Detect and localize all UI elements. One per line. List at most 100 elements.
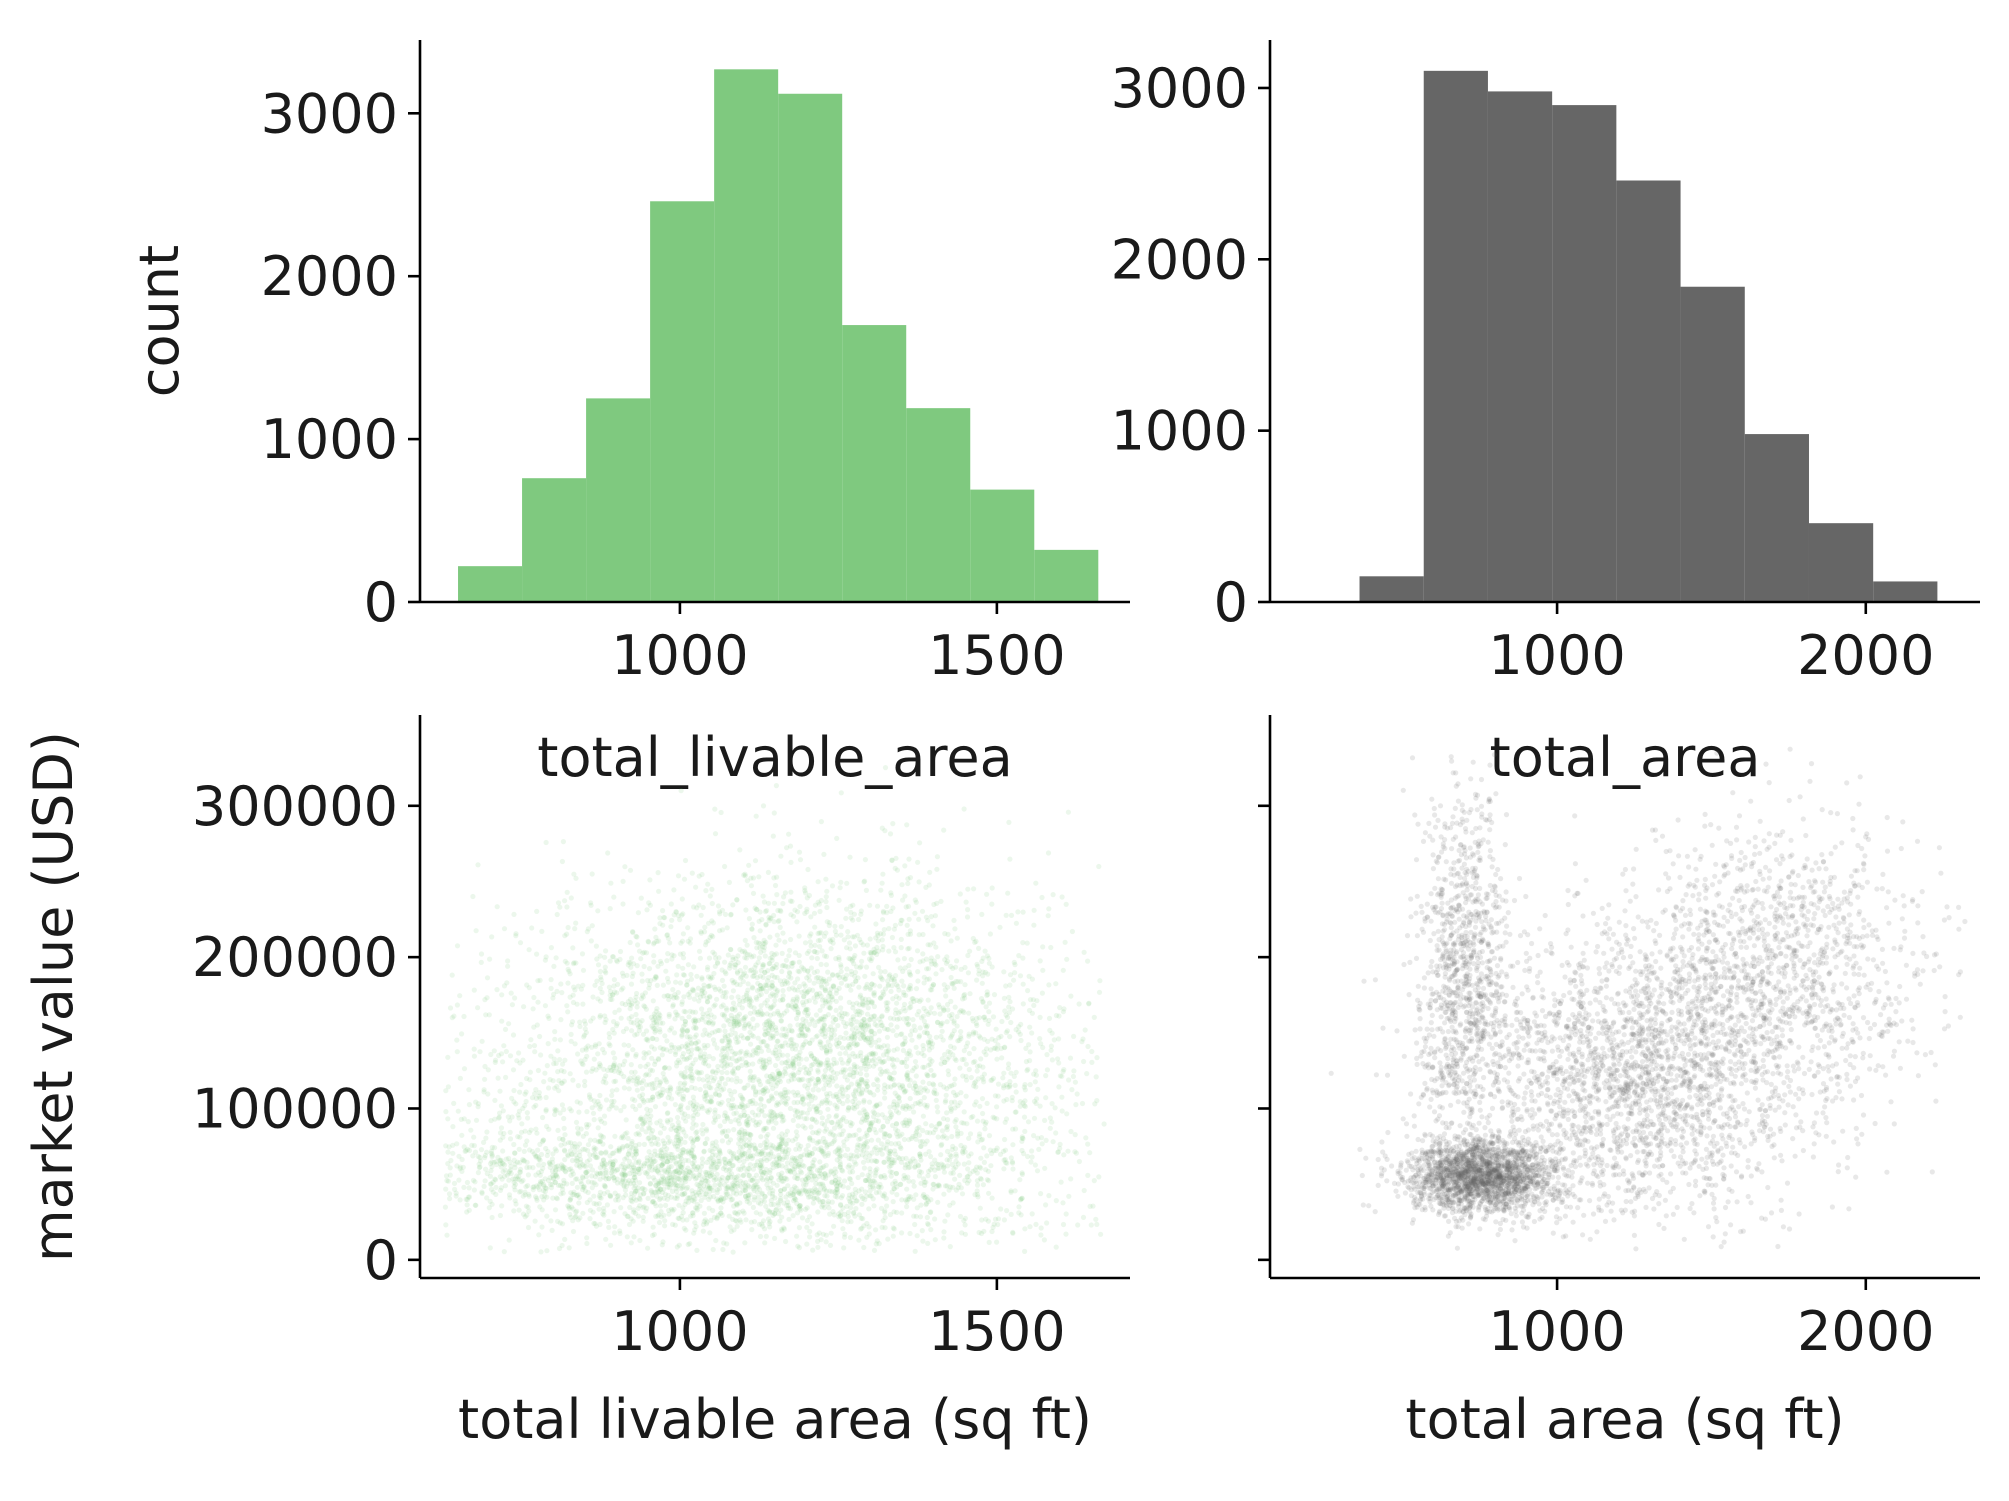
scatter-point — [595, 996, 601, 1002]
scatter-point — [628, 1240, 634, 1246]
scatter-point — [681, 876, 688, 882]
scatter-point — [855, 1028, 861, 1035]
scatter-point — [880, 917, 886, 923]
scatter-point — [879, 1112, 885, 1118]
scatter-point — [749, 921, 755, 927]
scatter-point — [793, 1129, 800, 1135]
scatter-point — [763, 1233, 769, 1239]
scatter-point — [679, 912, 685, 918]
scatter-point — [955, 1038, 961, 1044]
scatter-point — [783, 1141, 790, 1147]
scatter-point — [850, 902, 856, 908]
scatter-point — [571, 984, 577, 990]
scatter-point — [852, 943, 859, 949]
scatter-point — [887, 1109, 893, 1115]
scatter-point — [616, 1147, 622, 1153]
scatter-point — [879, 1069, 885, 1075]
scatter-point — [905, 1070, 911, 1076]
scatter-point — [1031, 1002, 1037, 1009]
scatter-point — [1055, 1149, 1061, 1155]
scatter-point — [790, 1138, 796, 1144]
scatter-point — [925, 1073, 931, 1079]
scatter-point — [516, 1115, 522, 1121]
scatter-point — [1034, 1168, 1041, 1174]
scatter-point — [864, 1083, 870, 1089]
scatter-point — [742, 1151, 748, 1157]
scatter-point — [940, 1162, 946, 1168]
scatter-point — [884, 1034, 891, 1040]
scatter-point — [515, 1134, 521, 1140]
scatter-point — [733, 1201, 740, 1207]
scatter-point — [794, 1233, 800, 1239]
scatter-point — [955, 978, 961, 985]
scatter-point — [627, 867, 634, 873]
scatter-point — [872, 1021, 878, 1027]
scatter-point — [889, 857, 895, 863]
scatter-point — [822, 953, 828, 959]
scatter-point — [819, 1115, 825, 1121]
scatter-point — [817, 908, 823, 915]
scatter-point — [824, 1144, 830, 1150]
scatter-point — [943, 1124, 950, 1130]
scatter-point — [812, 1146, 818, 1152]
scatter-point — [798, 1099, 804, 1105]
scatter-point — [610, 1050, 616, 1056]
scatter-point — [935, 1109, 941, 1115]
scatter-point — [539, 928, 545, 935]
scatter-point — [770, 1076, 776, 1083]
scatter-point — [912, 1163, 918, 1169]
scatter-point — [656, 1185, 662, 1191]
scatter-point — [1056, 1013, 1062, 1019]
scatter-point — [1049, 1119, 1055, 1125]
scatter-point — [785, 1089, 792, 1095]
scatter-point — [850, 1016, 856, 1022]
scatter-point — [834, 1106, 840, 1112]
scatter-point — [720, 1045, 726, 1051]
scatter-point — [517, 1060, 523, 1066]
scatter-point — [930, 1081, 936, 1087]
scatter-point — [802, 1125, 808, 1131]
scatter-point — [591, 1117, 597, 1123]
scatter-point — [945, 958, 951, 964]
scatter-point — [928, 1227, 934, 1233]
scatter-point — [753, 1101, 759, 1107]
scatter-point — [690, 1094, 697, 1100]
scatter-point — [915, 1163, 922, 1169]
scatter-point — [822, 1128, 828, 1134]
scatter-point — [582, 1021, 589, 1027]
scatter-point — [1012, 970, 1018, 976]
scatter-point — [967, 1131, 974, 1137]
scatter-point — [530, 1187, 536, 1193]
scatter-point — [828, 1067, 835, 1073]
scatter-point — [975, 1194, 981, 1200]
scatter-point — [739, 1102, 746, 1108]
scatter-point — [648, 978, 654, 984]
scatter-point — [518, 1188, 524, 1194]
scatter-point — [884, 903, 890, 910]
scatter-point — [944, 1148, 951, 1154]
scatter-point — [820, 1003, 826, 1009]
scatter-point — [654, 1076, 660, 1083]
scatter-point — [815, 1069, 821, 1075]
scatter-point — [828, 946, 834, 952]
scatter-point — [1004, 1014, 1011, 1021]
scatter-point — [443, 1088, 449, 1094]
scatter-point — [825, 1079, 831, 1085]
scatter-point — [555, 1069, 561, 1075]
scatter-point — [1037, 1036, 1043, 1042]
scatter-point — [601, 1076, 607, 1082]
scatter-point — [855, 1153, 862, 1159]
scatter-point — [933, 1097, 939, 1103]
scatter-point — [549, 1227, 555, 1233]
scatter-point — [754, 1022, 760, 1028]
scatter-point — [786, 953, 792, 959]
scatter-point — [1074, 1091, 1080, 1097]
scatter-point — [706, 955, 713, 961]
scatter-point — [827, 1004, 833, 1011]
scatter-point — [652, 1104, 659, 1110]
scatter-point — [862, 996, 868, 1002]
scatter-point — [1013, 1089, 1019, 1095]
scatter-point — [980, 973, 986, 979]
scatter-point — [951, 1166, 957, 1172]
